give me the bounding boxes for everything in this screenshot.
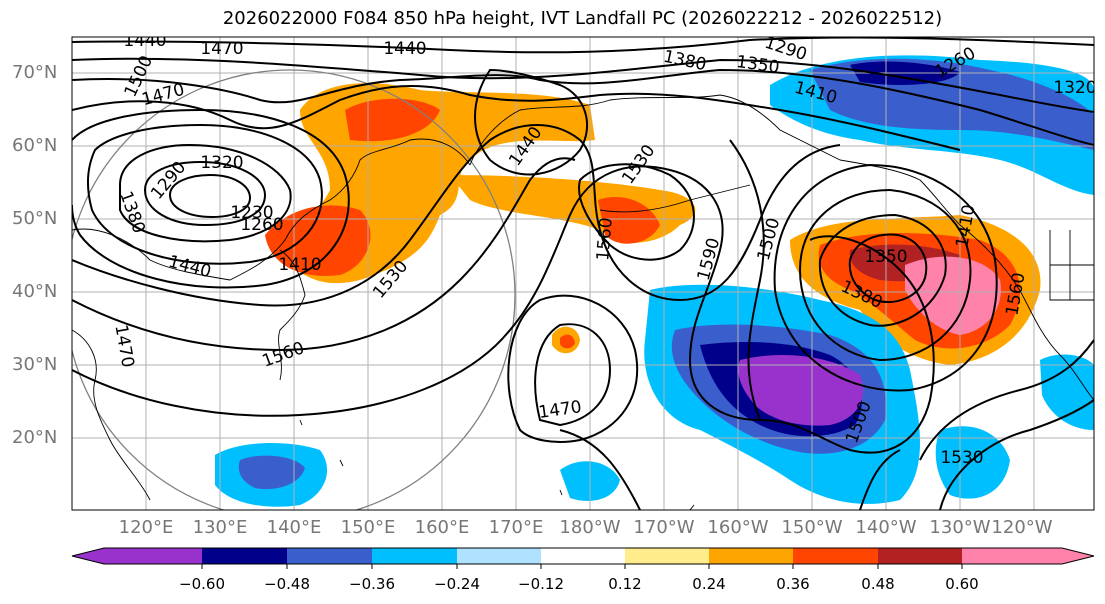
lon-label: 160°E: [414, 517, 470, 538]
colorbar-tick-label: −0.24: [434, 575, 480, 593]
lon-label: 120°W: [991, 517, 1053, 538]
height-contours: [72, 37, 1094, 510]
ivt-positive-area: [560, 334, 575, 349]
lon-label: 170°W: [633, 517, 695, 538]
lon-label: 150°E: [340, 517, 396, 538]
lon-label: 140°E: [266, 517, 322, 538]
lat-label: 60°N: [12, 135, 58, 156]
contour-label: 1440: [123, 31, 166, 51]
ivt-positive-area: [265, 205, 371, 276]
lon-label: 130°W: [929, 517, 991, 538]
colorbar-tick-label: −0.36: [349, 575, 395, 593]
colorbar-tick-label: 0.48: [861, 575, 895, 593]
lon-label: 170°E: [488, 517, 544, 538]
contour-label: 1470: [200, 39, 243, 59]
lon-label: 150°W: [781, 517, 843, 538]
lon-label: 130°E: [192, 517, 248, 538]
lon-label: 180°W: [559, 517, 621, 538]
colorbar-tick-label: 0.12: [608, 575, 642, 593]
lon-label: 120°E: [118, 517, 174, 538]
contour-label: 1320: [1053, 78, 1096, 98]
contour-label: 1320: [200, 153, 243, 173]
ivt-positive-area: [905, 256, 1001, 335]
lat-label: 70°N: [12, 62, 58, 83]
ivt-positive-area: [598, 197, 660, 244]
colorbar-tick-label: −0.12: [518, 575, 564, 593]
lat-label: 50°N: [12, 208, 58, 229]
contour-labels: 1440 1470 1500 1470 1440 1380 1350 1290 …: [110, 31, 1096, 468]
lat-label: 40°N: [12, 281, 58, 302]
coastlines: [72, 94, 1094, 510]
lon-label: 160°W: [707, 517, 769, 538]
contour-label: 1350: [864, 247, 907, 267]
colorbar-tick-label: −0.60: [179, 575, 225, 593]
contour-label: 1230: [230, 203, 273, 223]
gridlines: [72, 37, 1094, 510]
lon-label: 140°W: [855, 517, 917, 538]
contour-label: 1260: [240, 215, 283, 235]
contour-label: 1410: [278, 255, 321, 275]
contour-label: 1560: [593, 217, 617, 262]
ivt-negative-area: [238, 455, 305, 490]
lat-label: 20°N: [12, 427, 58, 448]
colorbar-tick-label: 0.24: [692, 575, 726, 593]
range-circle: [72, 69, 516, 510]
colorbar-tick-label: 0.36: [776, 575, 810, 593]
ivt-negative-area: [1040, 354, 1094, 430]
colorbar-tick-label: −0.48: [264, 575, 310, 593]
colorbar-tick-label: 0.60: [945, 575, 979, 593]
contour-label: 1530: [940, 448, 983, 468]
contour-label: 1440: [383, 39, 426, 59]
lat-label: 30°N: [12, 354, 58, 375]
map-title: 2026022000 F084 850 hPa height, IVT Land…: [222, 8, 943, 29]
